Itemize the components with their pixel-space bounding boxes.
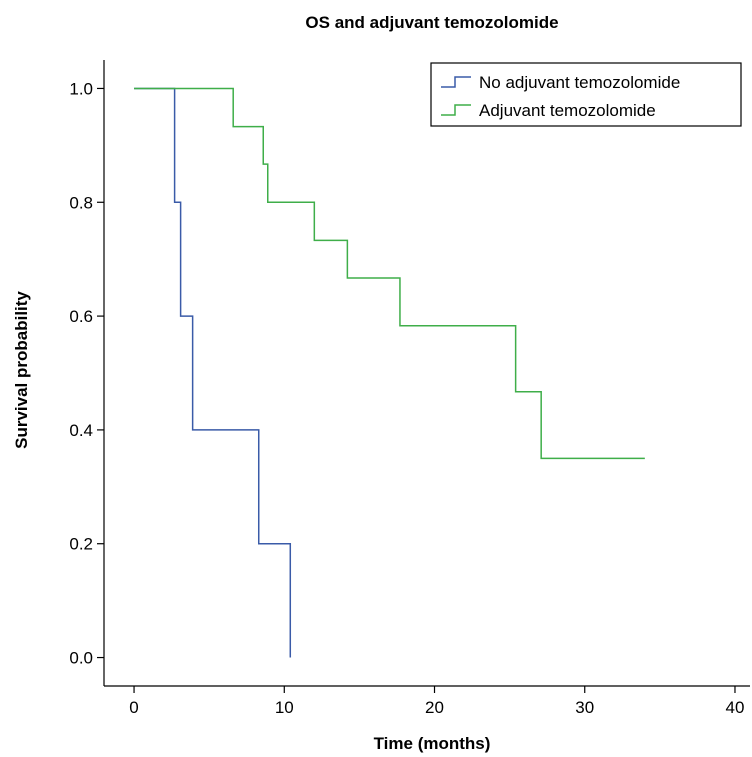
series-line-0 — [134, 87, 292, 658]
x-tick-label: 30 — [575, 698, 594, 717]
legend-swatch-0 — [441, 76, 471, 88]
x-axis-label: Time (months) — [374, 734, 491, 753]
y-tick-label: 0.8 — [69, 193, 93, 212]
x-tick-label: 0 — [129, 698, 138, 717]
series-layer — [134, 87, 645, 658]
y-tick-label: 0.0 — [69, 649, 93, 668]
axes: 0 10 20 30 40 0.0 0.2 0.4 0.6 0.8 1.0 — [69, 60, 750, 717]
series-line-1 — [134, 87, 645, 460]
legend-label-1: Adjuvant temozolomide — [479, 101, 656, 120]
y-tick-label: 0.4 — [69, 421, 93, 440]
x-tick-label: 10 — [275, 698, 294, 717]
legend-box — [430, 62, 742, 127]
y-tick-label: 0.2 — [69, 535, 93, 554]
legend: No adjuvant temozolomide Adjuvant temozol… — [430, 62, 742, 127]
x-tick-label: 40 — [726, 698, 745, 717]
legend-swatch-1 — [441, 104, 471, 116]
y-tick-label: 0.6 — [69, 307, 93, 326]
x-tick-label: 20 — [425, 698, 444, 717]
chart-title: OS and adjuvant temozolomide — [305, 13, 558, 32]
y-tick-label: 1.0 — [69, 79, 93, 98]
y-axis-label: Survival probability — [12, 291, 31, 449]
legend-label-0: No adjuvant temozolomide — [479, 73, 680, 92]
